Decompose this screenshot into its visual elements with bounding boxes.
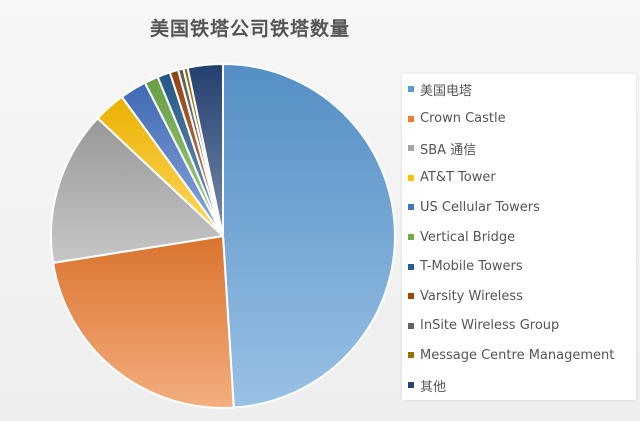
legend-swatch [408, 234, 414, 240]
legend-item: Varsity Wireless [408, 285, 523, 307]
legend-item: T-Mobile Towers [408, 256, 523, 278]
legend-label: Varsity Wireless [420, 288, 523, 304]
legend-item: US Cellular Towers [408, 196, 540, 218]
legend-swatch [408, 204, 414, 211]
legend-label: US Cellular Towers [420, 199, 540, 215]
legend-swatch [408, 352, 414, 359]
legend-label: Message Centre Management [420, 347, 615, 363]
legend-label: Vertical Bridge [420, 229, 516, 245]
legend-label: InSite Wireless Group [420, 318, 560, 334]
legend-swatch [408, 293, 414, 300]
legend-item: Crown Castle [408, 108, 506, 130]
legend-item: 其他 [408, 374, 446, 396]
legend-swatch [408, 322, 414, 329]
legend-swatch [408, 174, 414, 181]
pie-slice-11 [186, 62, 224, 237]
legend-label: T-Mobile Towers [420, 259, 523, 275]
legend-swatch [408, 115, 414, 122]
legend-item: SBA 通信 [408, 137, 476, 159]
legend-swatch [408, 145, 414, 152]
chart-title: 美国铁塔公司铁塔数量 [149, 18, 350, 40]
pie-slice-2 [52, 235, 235, 409]
pie-slice-1 [222, 63, 396, 409]
legend-swatch [408, 382, 414, 388]
legend-item: InSite Wireless Group [408, 315, 559, 337]
legend-item: AT&T Tower [408, 167, 496, 189]
legend: 美国电塔 Crown Castle SBA 通信 AT&T Tower US Cellu… [402, 74, 636, 400]
legend-item: Message Centre Management [408, 344, 614, 366]
legend-label: 美国电塔 [420, 83, 473, 99]
legend-swatch [408, 86, 414, 92]
legend-item: 美国电塔 [408, 78, 472, 100]
legend-label: AT&T Tower [420, 170, 496, 186]
legend-label: Crown Castle [420, 111, 506, 127]
legend-label: SBA 通信 [420, 142, 477, 158]
pie-slice-3 [50, 117, 224, 264]
legend-item: Vertical Bridge [408, 226, 515, 248]
legend-swatch [408, 263, 414, 270]
legend-label: 其他 [420, 379, 447, 395]
